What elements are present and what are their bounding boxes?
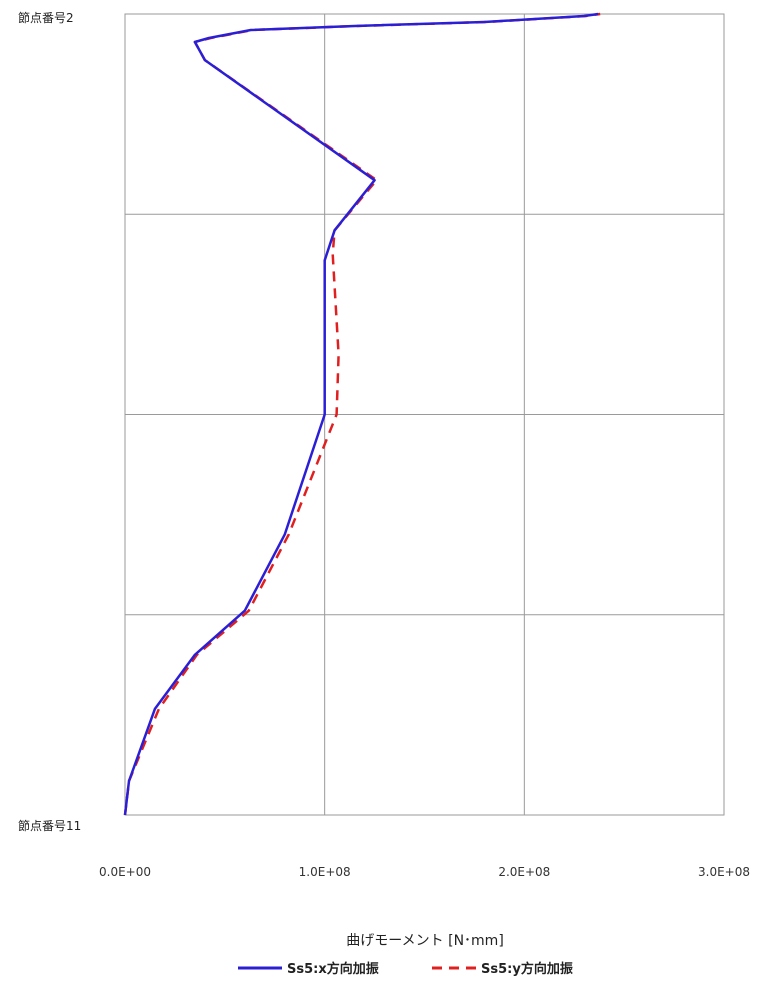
- x-tick-labels: 0.0E+00 1.0E+08 2.0E+08 3.0E+08: [99, 865, 750, 879]
- x-tick-label-1: 1.0E+08: [299, 865, 351, 879]
- bottom-node-label: 節点番号11: [18, 818, 81, 833]
- plot-frame: [124, 13, 725, 816]
- x-axis-label: 曲げモーメント [N･mm]: [346, 933, 504, 949]
- series-line-x: [123, 12, 599, 816]
- legend-label-y: Ss5:y方向加振: [481, 961, 573, 977]
- legend-label-x: Ss5:x方向加振: [287, 961, 379, 977]
- x-tick-label-3: 3.0E+08: [698, 865, 750, 879]
- top-node-label: 節点番号2: [18, 10, 74, 25]
- series-layer: [123, 12, 601, 816]
- x-tick-label-2: 2.0E+08: [498, 865, 550, 879]
- legend: Ss5:x方向加振 Ss5:y方向加振: [238, 961, 573, 977]
- grid-lines: [124, 13, 725, 816]
- x-tick-label-0: 0.0E+00: [99, 865, 151, 879]
